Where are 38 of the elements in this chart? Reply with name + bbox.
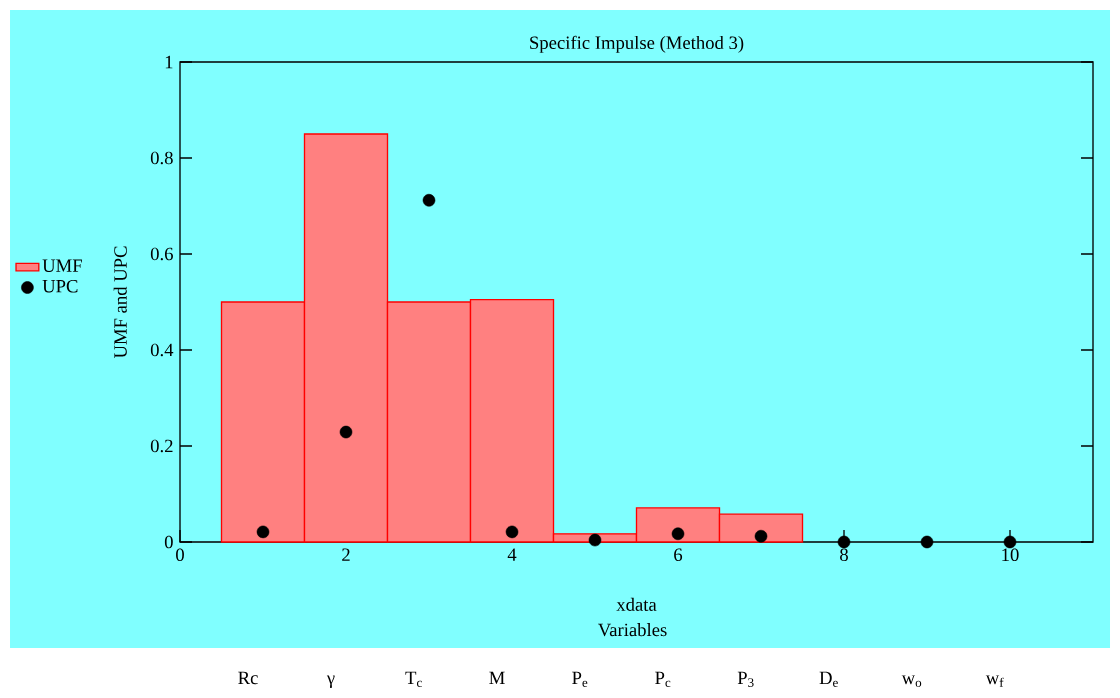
text: M [489, 671, 505, 684]
point [837, 535, 851, 549]
legend-label: UMF [42, 259, 82, 272]
point [754, 529, 768, 543]
text: Variables [597, 623, 667, 637]
text: D$_{e}$ [819, 671, 838, 687]
point [671, 527, 685, 541]
point [256, 525, 270, 539]
text: w$_{f}$ [985, 675, 1004, 687]
text: T$_{c}$ [405, 671, 422, 687]
text: P$_{c}$ [655, 671, 671, 687]
x-tick-label: 8 [840, 548, 848, 562]
x-tick-label: 4 [507, 548, 517, 561]
point [505, 525, 519, 539]
y-tick-label: 0.2 [150, 439, 173, 453]
y-tick-label: 1 [165, 55, 173, 69]
legend-label: UPC [42, 279, 78, 293]
x-tick-label: 0 [176, 548, 184, 562]
x-axis-title: xdata [616, 597, 657, 611]
x-tick-label: 2 [342, 548, 350, 561]
text: P$_{3}$ [737, 671, 754, 687]
text: Rc [238, 671, 258, 685]
point [920, 535, 934, 549]
text: P$_{e}$ [572, 671, 588, 687]
point [422, 193, 436, 207]
y-tick-label: 0 [164, 535, 173, 549]
point [588, 533, 602, 547]
point [339, 425, 353, 439]
x-tick-label: 10 [1002, 548, 1019, 562]
y-tick-label: 0.4 [150, 343, 174, 357]
y-tick-label: 0.6 [150, 247, 173, 261]
point [1003, 535, 1017, 549]
chart-title: Specific Impulse (Method 3) [530, 35, 744, 53]
text: γ [326, 675, 335, 688]
x-tick-label: 6 [674, 548, 683, 562]
text: w$_{o}$ [901, 675, 922, 687]
y-axis-title: UMF and UPC [113, 246, 127, 359]
y-tick-label: 0.8 [150, 151, 173, 165]
